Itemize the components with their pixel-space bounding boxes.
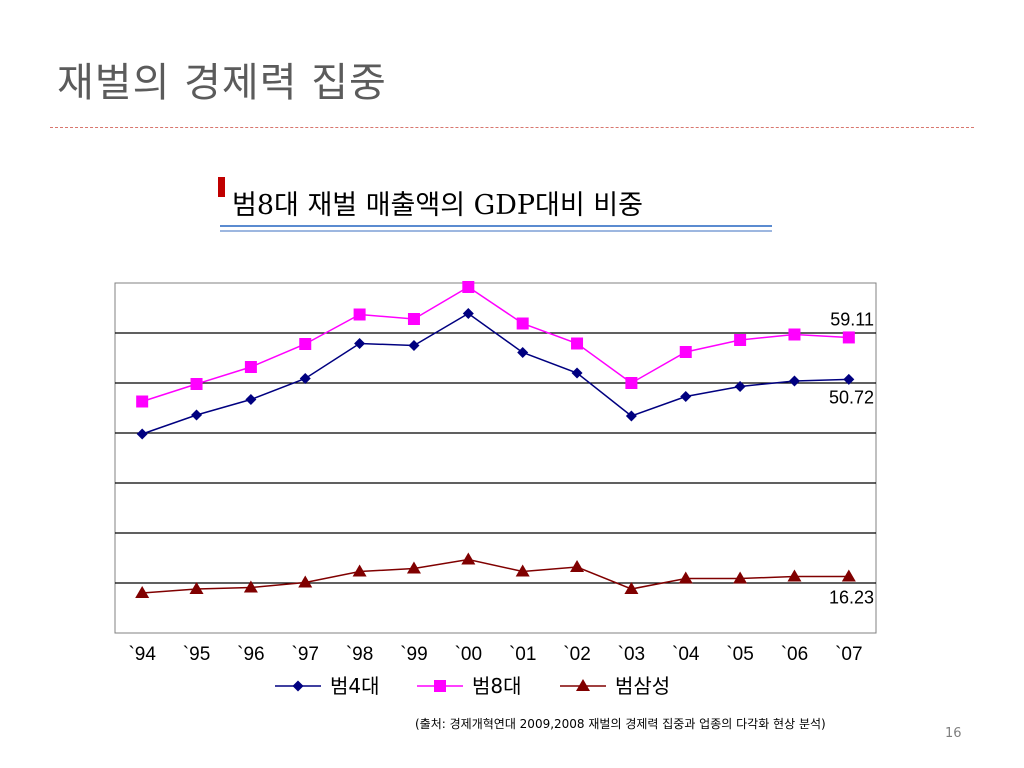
data-point <box>678 571 693 584</box>
data-point <box>843 373 855 385</box>
data-point <box>462 308 474 319</box>
legend-label: 범8대 <box>472 674 522 698</box>
legend-label: 범4대 <box>330 674 380 698</box>
data-point <box>462 281 475 293</box>
data-labels: 50.72 59.11 16.23 <box>829 309 874 607</box>
series-group <box>135 281 856 598</box>
x-tick-label: `98 <box>346 644 373 665</box>
data-point <box>842 331 855 344</box>
series-line <box>141 286 849 403</box>
data-point <box>408 340 420 351</box>
x-tick-label: `99 <box>400 644 427 665</box>
legend-item: 범4대 <box>275 674 380 698</box>
data-point <box>189 582 204 594</box>
data-point <box>136 428 148 440</box>
series-line <box>142 558 849 594</box>
data-point <box>570 560 585 572</box>
data-point <box>516 317 529 330</box>
bullet-marker <box>218 177 225 197</box>
x-tick-label: `05 <box>726 644 753 665</box>
x-tick-label: `04 <box>672 644 700 665</box>
x-tick-label: `03 <box>618 644 645 665</box>
data-point <box>299 373 311 384</box>
data-point <box>679 346 692 358</box>
chart-heading: 범8대 재벌 매출액의 GDP대비 비중 <box>232 190 643 221</box>
data-point <box>299 338 312 350</box>
page-number: 16 <box>945 726 962 741</box>
heading-underline <box>220 225 772 227</box>
data-point <box>298 575 313 588</box>
slide-title: 재벌의 경제력 집중 <box>57 60 387 106</box>
data-point <box>680 391 692 402</box>
x-tick-label: `01 <box>509 644 536 665</box>
data-point <box>788 375 800 387</box>
legend-item: 범삼성 <box>560 674 670 698</box>
x-tick-label: `94 <box>128 644 156 665</box>
legend-label: 범삼성 <box>615 674 670 698</box>
data-point <box>461 552 476 565</box>
data-point <box>354 338 366 349</box>
end-value-label: 50.72 <box>829 387 874 407</box>
data-point <box>517 347 529 358</box>
data-point <box>625 410 637 422</box>
x-tick-label: `96 <box>237 644 264 665</box>
heading-underline-secondary <box>220 230 772 232</box>
end-value-label: 59.11 <box>830 309 874 329</box>
data-point <box>788 328 801 341</box>
series-3 <box>135 552 856 598</box>
legend-marker <box>576 679 590 691</box>
data-point <box>733 571 748 584</box>
series-line <box>141 312 849 435</box>
data-point <box>515 564 530 577</box>
data-point <box>406 561 421 574</box>
data-point <box>135 586 150 598</box>
x-tick-label: `00 <box>455 644 482 665</box>
x-tick-label: `02 <box>563 644 590 665</box>
data-point <box>625 377 638 389</box>
end-value-label: 16.23 <box>829 588 874 608</box>
x-tick-label: `07 <box>835 644 862 665</box>
data-point <box>734 381 746 392</box>
x-axis-ticks: `94 `95 `96 `97 `98 `99 `00 `01 `02 `03 `04 `05 `06 `… <box>128 644 862 665</box>
data-point <box>243 580 258 593</box>
data-point <box>136 395 149 408</box>
data-point <box>353 308 366 321</box>
data-point <box>571 337 584 350</box>
data-point <box>244 361 257 373</box>
x-tick-label: `97 <box>292 644 319 665</box>
series-2 <box>136 281 855 408</box>
x-tick-label: `95 <box>183 644 210 665</box>
data-point <box>841 569 856 582</box>
data-point <box>245 394 257 405</box>
source-note: (출처: 경제개혁연대 2009,2008 재벌의 경제력 집중과 업종의 다각… <box>415 717 826 731</box>
data-point <box>352 564 367 577</box>
data-point <box>571 367 583 379</box>
data-point <box>407 313 420 325</box>
data-point <box>191 409 203 421</box>
data-point <box>787 569 802 582</box>
series-1 <box>136 308 855 440</box>
data-point <box>624 582 639 594</box>
data-point <box>734 334 747 346</box>
legend-item: 범8대 <box>417 674 522 698</box>
data-point <box>190 378 203 390</box>
title-divider <box>50 127 974 128</box>
legend: 범4대 범8대 범삼성 <box>275 674 670 698</box>
plot-area <box>114 282 877 634</box>
legend-marker <box>434 680 446 692</box>
x-tick-label: `06 <box>781 644 808 665</box>
legend-marker <box>292 680 304 692</box>
